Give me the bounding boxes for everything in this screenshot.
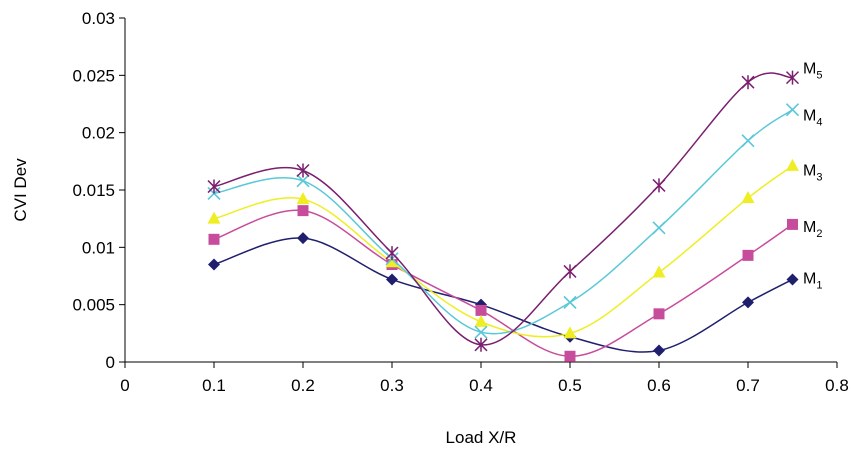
data-point bbox=[297, 232, 309, 245]
data-point bbox=[474, 337, 488, 352]
series-markers bbox=[207, 70, 800, 362]
data-point bbox=[563, 264, 577, 279]
y-axis-title: CVI Dev bbox=[11, 158, 30, 222]
series-markers-m3 bbox=[207, 158, 799, 339]
series-line-m3 bbox=[213, 165, 793, 338]
data-point bbox=[742, 296, 754, 309]
x-tick-label: 0.7 bbox=[736, 376, 760, 395]
data-point bbox=[474, 314, 488, 327]
x-tick-label: 0.1 bbox=[202, 376, 226, 395]
data-point bbox=[296, 174, 310, 188]
series-label-m2: M2 bbox=[803, 219, 822, 240]
data-point bbox=[475, 304, 487, 316]
data-point bbox=[564, 350, 576, 362]
x-tick-label: 0.8 bbox=[825, 376, 849, 395]
series-markers-m5 bbox=[207, 70, 800, 352]
series-line-m2 bbox=[213, 209, 793, 358]
x-axis-title: Load X/R bbox=[446, 428, 517, 447]
x-tick-label: 0.2 bbox=[291, 376, 315, 395]
data-point bbox=[563, 326, 577, 339]
series-line-m5 bbox=[213, 72, 793, 346]
data-point bbox=[787, 218, 798, 230]
series-line-m4 bbox=[213, 109, 793, 335]
series-curves bbox=[213, 72, 793, 358]
data-point bbox=[207, 211, 221, 224]
data-point bbox=[786, 273, 799, 286]
data-point bbox=[652, 178, 666, 193]
series-labels: M1 M2 M3 M4 M5 bbox=[803, 61, 822, 292]
data-point bbox=[296, 192, 310, 205]
data-point bbox=[785, 70, 800, 85]
data-point bbox=[474, 325, 488, 339]
data-point bbox=[563, 295, 577, 309]
data-point bbox=[208, 258, 220, 271]
data-point bbox=[386, 273, 398, 286]
x-tick-label: 0.3 bbox=[380, 376, 404, 395]
data-point bbox=[741, 134, 755, 148]
series-label-m1: M1 bbox=[803, 270, 822, 291]
data-point bbox=[741, 191, 755, 204]
data-point bbox=[207, 179, 221, 194]
data-point bbox=[385, 255, 399, 268]
data-point bbox=[653, 344, 665, 357]
data-point bbox=[653, 308, 665, 320]
x-tick-label: 0.4 bbox=[469, 376, 493, 395]
y-tick-label: 0.025 bbox=[72, 66, 115, 85]
data-point bbox=[786, 158, 799, 171]
y-tick-label: 0 bbox=[106, 353, 115, 372]
series-label-m3: M3 bbox=[803, 163, 822, 184]
data-point bbox=[297, 205, 309, 217]
data-point bbox=[385, 246, 399, 261]
data-point bbox=[652, 221, 666, 235]
data-point bbox=[208, 233, 220, 245]
data-point bbox=[742, 249, 754, 261]
x-ticks: 0 0.1 0.2 0.3 0.4 0.5 0.6 0.7 0.8 bbox=[120, 362, 849, 395]
series-label-m5: M5 bbox=[803, 61, 822, 82]
x-tick-label: 0.5 bbox=[558, 376, 582, 395]
y-tick-label: 0.03 bbox=[82, 9, 115, 28]
series-label-m4: M4 bbox=[803, 108, 822, 129]
x-tick-label: 0.6 bbox=[647, 376, 671, 395]
data-point bbox=[296, 163, 310, 178]
y-tick-label: 0.015 bbox=[72, 181, 115, 200]
x-tick-label: 0 bbox=[120, 376, 129, 395]
y-ticks: 0 0.005 0.01 0.015 0.02 0.025 0.03 bbox=[72, 9, 125, 372]
y-tick-label: 0.005 bbox=[72, 296, 115, 315]
series-markers-m4 bbox=[207, 103, 800, 339]
y-tick-label: 0.02 bbox=[82, 124, 115, 143]
data-point bbox=[741, 75, 755, 90]
series-line-m1 bbox=[213, 237, 793, 353]
data-point bbox=[652, 265, 666, 278]
y-tick-label: 0.01 bbox=[82, 238, 115, 257]
data-point bbox=[785, 103, 800, 117]
